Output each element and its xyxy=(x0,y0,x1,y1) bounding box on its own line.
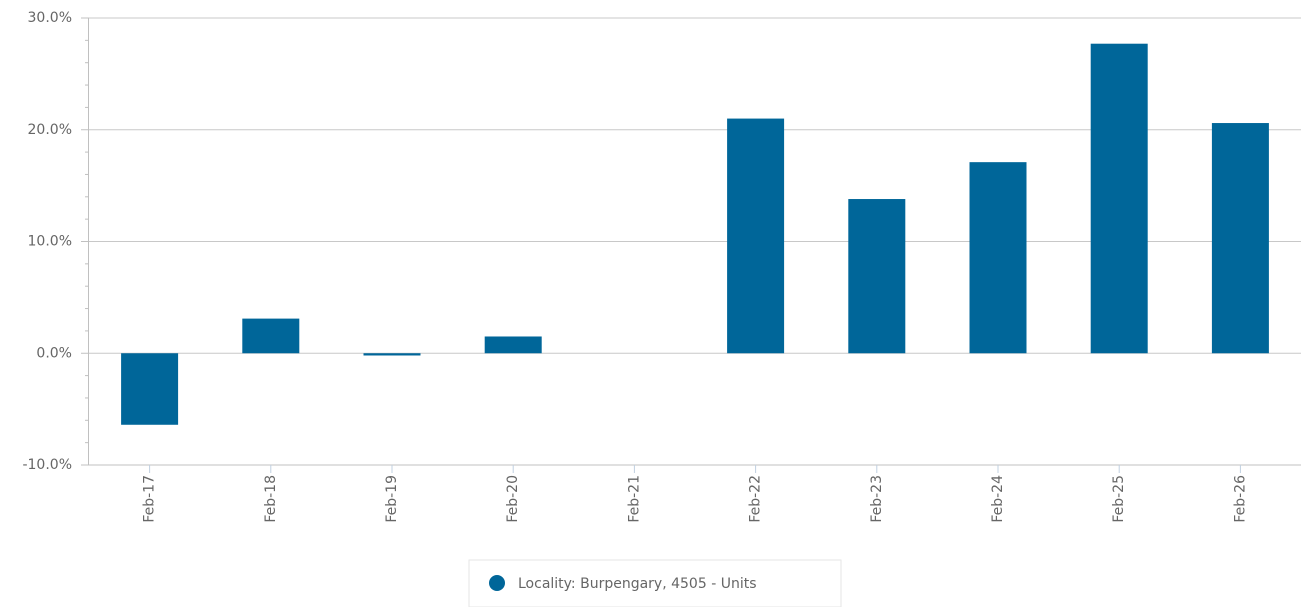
x-tick-label: Feb-25 xyxy=(1111,475,1127,523)
x-tick-label: Feb-19 xyxy=(384,475,400,523)
y-tick-label: 10.0% xyxy=(28,234,72,250)
bar xyxy=(1211,123,1269,354)
bar xyxy=(121,353,179,425)
x-tick-label: Feb-18 xyxy=(263,475,279,523)
legend-label: Locality: Burpengary, 4505 - Units xyxy=(518,576,757,592)
x-tick-label: Feb-21 xyxy=(626,475,642,523)
y-tick-label: 30.0% xyxy=(28,10,72,26)
x-tick-label: Feb-26 xyxy=(1232,475,1248,523)
x-tick-label: Feb-24 xyxy=(990,475,1006,523)
bar xyxy=(484,336,542,354)
bar xyxy=(363,353,421,356)
x-tick-label: Feb-17 xyxy=(142,475,158,523)
y-tick-label: -10.0% xyxy=(22,457,72,473)
x-tick-label: Feb-23 xyxy=(869,475,885,523)
y-tick-label: 20.0% xyxy=(28,122,72,138)
bar xyxy=(848,199,906,354)
bar xyxy=(1090,43,1148,354)
bar xyxy=(969,162,1027,354)
y-tick-label: 0.0% xyxy=(36,345,72,361)
legend-marker xyxy=(489,575,505,591)
bar xyxy=(727,118,785,354)
legend-box xyxy=(468,559,842,607)
x-tick-label: Feb-22 xyxy=(748,475,764,523)
bar xyxy=(242,318,300,354)
x-tick-label: Feb-20 xyxy=(505,475,521,523)
